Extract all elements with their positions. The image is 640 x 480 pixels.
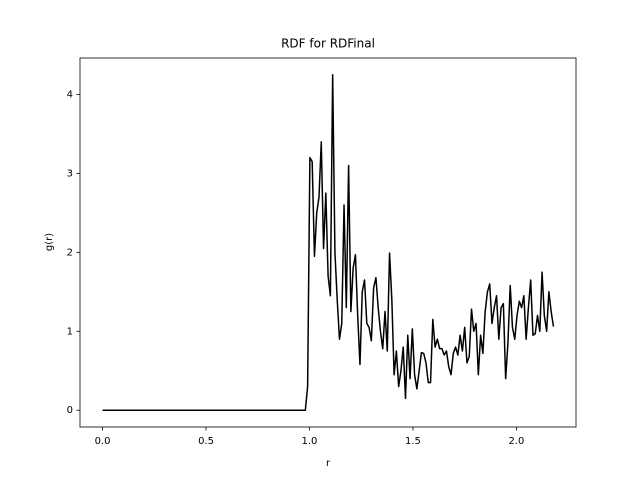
x-tick-label: 0.5	[198, 436, 214, 447]
x-tick-label: 1.5	[405, 436, 421, 447]
x-axis-label: r	[326, 458, 331, 469]
y-tick-label: 0	[67, 405, 73, 416]
x-tick-label: 0.0	[95, 436, 111, 447]
plot-frame	[79, 57, 577, 428]
y-tick-label: 4	[67, 90, 73, 101]
y-tick-label: 1	[67, 326, 73, 337]
x-tick-label: 1.0	[302, 436, 318, 447]
y-tick-label: 3	[67, 168, 73, 179]
y-axis-label: g(r)	[44, 233, 55, 251]
y-tick-label: 2	[67, 247, 73, 258]
x-tick-label: 2.0	[508, 436, 524, 447]
data-line	[102, 74, 555, 411]
chart-title: RDF for RDFinal	[281, 37, 375, 51]
